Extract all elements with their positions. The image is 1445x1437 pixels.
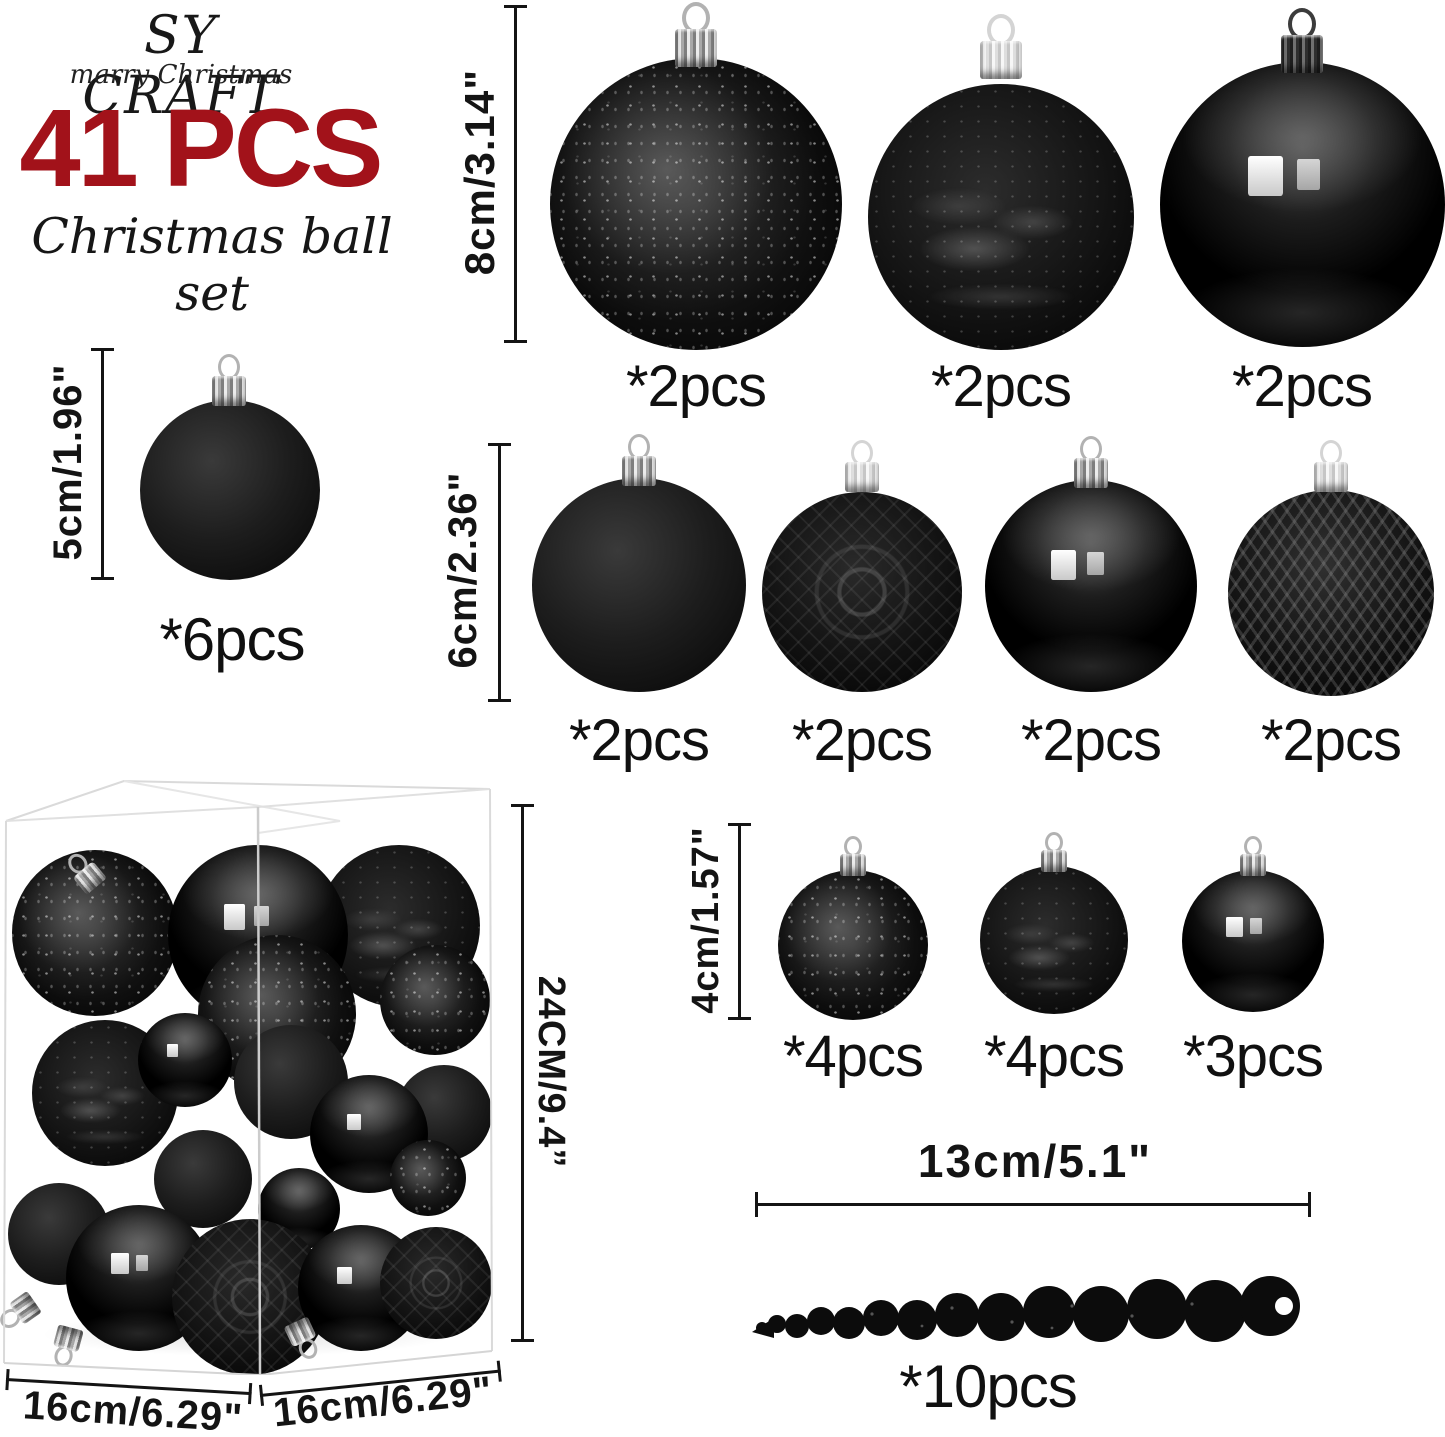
boxed-ornament [390,1140,466,1216]
qty-label-4cm-1: *4pcs [782,1024,924,1089]
boxed-ornament [380,945,490,1055]
qty-label-5cm: *6pcs [159,606,305,673]
ball-8cm-glossy [1160,62,1445,347]
qty-label-icicle: *10pcs [899,1353,1077,1420]
qty-label-6cm-4: *2pcs [1260,708,1402,773]
dimension-label-box-width-right: 16cm/6.29" [271,1368,495,1436]
dimension-line-box-height [511,804,534,1342]
dimension-label-6cm: 6cm/2.36" [441,471,485,669]
packed-box-photo [0,775,494,1375]
ornament-cap-icon [837,836,869,876]
dimension-line-icicle [755,1192,1311,1217]
qty-label-4cm-3: *3pcs [1182,1024,1324,1089]
ornament-cap-icon [619,434,659,486]
ornament-cap-icon [977,14,1025,79]
dimension-line-6cm [488,443,511,702]
ball-8cm-embossed-santa [868,84,1134,350]
ornament-cap-icon [1278,8,1326,73]
ball-6cm-matte [532,478,746,692]
ornament-cap-icon [1038,832,1070,872]
dimension-label-icicle: 13cm/5.1" [917,1135,1153,1187]
boxed-ornament [380,1227,492,1339]
brand-tagline: marry Christmas [69,60,293,90]
ball-6cm-swirl [1228,490,1434,696]
qty-label-6cm-3: *2pcs [1020,708,1162,773]
dimension-line-5cm [91,348,114,580]
ornament-cap-icon [1311,440,1351,492]
boxed-ornament [138,1013,232,1107]
ball-4cm-glitter [778,870,928,1020]
dimension-line-4cm [728,823,751,1020]
icicle-ornament [752,1276,1300,1342]
ball-4cm-glossy [1182,870,1324,1012]
dimension-label-box-width-left: 16cm/6.29" [21,1383,245,1437]
ball-6cm-glossy [985,480,1197,692]
qty-label-6cm-1: *2pcs [568,708,710,773]
qty-label-8cm-1: *2pcs [625,354,767,419]
ball-4cm-embossed [980,866,1128,1014]
dimension-label-8cm: 8cm/3.14" [456,68,503,276]
qty-label-6cm-2: *2pcs [791,708,933,773]
ornament-cap-icon [1237,836,1269,876]
qty-label-8cm-2: *2pcs [930,354,1072,419]
ornament-cap-icon [842,440,882,492]
qty-label-8cm-3: *2pcs [1231,354,1373,419]
dimension-label-5cm: 5cm/1.96" [46,363,90,561]
ball-6cm-embossed-damask [762,492,962,692]
qty-label-4cm-2: *4pcs [983,1024,1125,1089]
dimension-label-4cm: 4cm/1.57" [685,826,727,1014]
dimension-line-8cm [504,5,527,343]
ornament-cap-icon [672,2,720,67]
ball-5cm-matte [140,400,320,580]
piece-count: 41 PCS [19,87,383,210]
set-subtitle: Christmas ball set [31,208,393,322]
dimension-label-box-height: 24CM/9.4” [530,975,572,1169]
ball-8cm-glitter [550,58,842,350]
ornament-cap-icon [1071,436,1111,488]
ornament-cap-icon [209,354,249,406]
brand-logo: SY CRAFT [82,6,280,126]
